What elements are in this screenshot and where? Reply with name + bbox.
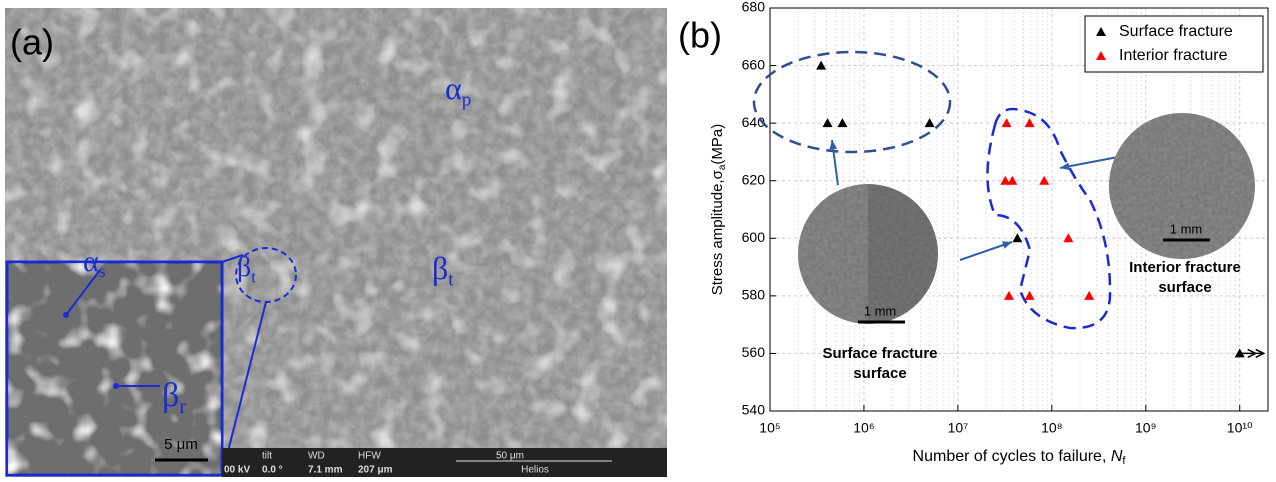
info-bar-texts: tilt WD HFW 00 kV 0.0 ° 7.1 mm 207 μm 50… [224, 451, 549, 476]
data-point [822, 118, 833, 128]
data-point [1012, 233, 1023, 243]
arrow-head [1002, 241, 1012, 249]
data-point [1003, 290, 1014, 300]
legend-label: Interior fracture [1119, 47, 1228, 64]
y-tick-label: 540 [742, 402, 766, 418]
group-outline [752, 50, 952, 154]
zoom-line [221, 301, 267, 476]
x-tick-label: 10⁶ [853, 420, 874, 436]
fracture-shade [868, 184, 938, 324]
legend-label: Surface fracture [1119, 23, 1233, 40]
chart: 10⁵ 10⁶ 10⁷ 10⁸ 10⁹ 10¹⁰ 540 560 580 600 620 640 660… [678, 0, 1269, 467]
data-point [1024, 118, 1035, 128]
data-point [816, 60, 827, 70]
y-tick-label: 600 [742, 229, 766, 245]
info-value: 00 kV [224, 465, 250, 476]
data-point [1007, 175, 1018, 185]
data-point [924, 118, 935, 128]
legend-marker [1096, 27, 1106, 36]
info-value: 0.0 ° [262, 465, 283, 476]
phase-label: αs [83, 245, 106, 281]
y-label-part: (MPa) [709, 124, 726, 165]
y-tick-label: 560 [742, 344, 766, 360]
runout-arrow [1239, 348, 1266, 359]
info-scale: 50 μm [496, 451, 524, 462]
y-tick-label: 620 [742, 171, 766, 187]
group-outline [986, 107, 1112, 330]
info-value: 207 μm [358, 465, 393, 476]
phase-subscript: r [179, 396, 186, 418]
phase-label: βr [162, 377, 186, 418]
data-point [1001, 118, 1012, 128]
x-label-sub: f [1122, 455, 1126, 467]
plot-frame [769, 7, 1269, 412]
x-tick-label: 10⁹ [1135, 420, 1157, 436]
inset-texture [8, 263, 221, 474]
x-label-part: Number of cycles to failure, [913, 448, 1111, 465]
arrow-head [1060, 162, 1070, 171]
y-tick-label: 680 [742, 0, 766, 15]
data-point [1024, 290, 1035, 300]
fracture-texture [1109, 113, 1255, 259]
micrograph: 5 μm (a) tilt WD HFW 00 kV 0.0 ° 7.1 mm … [5, 8, 667, 477]
panel-label: (a) [10, 22, 54, 63]
region-circle [235, 247, 297, 303]
scale-label: 1 mm [1170, 221, 1203, 236]
info-header: tilt [262, 451, 272, 462]
info-instrument: Helios [521, 465, 549, 476]
x-tick-label: 10⁵ [759, 420, 780, 436]
phase-label: βt [432, 250, 454, 291]
phase-symbol: β [162, 377, 179, 414]
x-label-italic: N [1111, 448, 1123, 465]
x-tick-label: 10⁷ [948, 420, 969, 436]
phase-symbol: α [83, 245, 99, 278]
phase-subscript: t [448, 270, 454, 291]
annotation: Interior fracture [1129, 259, 1241, 276]
pointer-dot [113, 383, 119, 389]
data-point [837, 118, 848, 128]
phase-subscript: s [99, 261, 106, 281]
phase-symbol: β [432, 250, 448, 286]
data-point [1000, 175, 1011, 185]
annotation: surface [1158, 279, 1211, 296]
scale-label: 5 μm [164, 436, 198, 453]
phase-subscript: t [251, 267, 256, 286]
data-point [1084, 290, 1095, 300]
pointer [65, 269, 101, 316]
y-tick-label: 640 [742, 114, 766, 130]
zoom-line [221, 254, 244, 263]
data-point [1063, 233, 1074, 243]
data-point [1039, 175, 1050, 185]
y-label-part: Stress amplitude,σ [709, 169, 726, 295]
fracture-texture [798, 184, 938, 324]
annotation: surface [853, 365, 906, 382]
phase-label: βt [237, 252, 256, 286]
scale-label: 1 mm [864, 303, 897, 318]
arrow-head [829, 140, 838, 150]
phase-subscript: p [462, 90, 472, 111]
arrow [1059, 156, 1119, 169]
annotation: Surface fracture [822, 345, 937, 362]
phase-symbol: β [237, 252, 251, 283]
y-tick-label: 660 [742, 56, 766, 72]
legend-marker [1096, 51, 1106, 60]
panel-label: (b) [678, 15, 722, 56]
x-tick-label: 10¹⁰ [1227, 420, 1253, 436]
y-label-sub: a [717, 164, 728, 170]
phase-label: αp [445, 70, 471, 111]
pointer-dot [63, 312, 69, 318]
info-header: WD [308, 451, 325, 462]
info-bar [222, 448, 667, 477]
phase-symbol: α [445, 70, 462, 106]
y-axis-label: Stress amplitude,σa(MPa) [709, 124, 728, 296]
x-tick-label: 10⁸ [1041, 420, 1063, 436]
y-tick-label: 580 [742, 287, 766, 303]
x-axis-label: Number of cycles to failure, Nf [913, 448, 1127, 467]
legend-box [1084, 15, 1264, 73]
info-value: 7.1 mm [308, 465, 343, 476]
info-header: HFW [358, 451, 381, 462]
